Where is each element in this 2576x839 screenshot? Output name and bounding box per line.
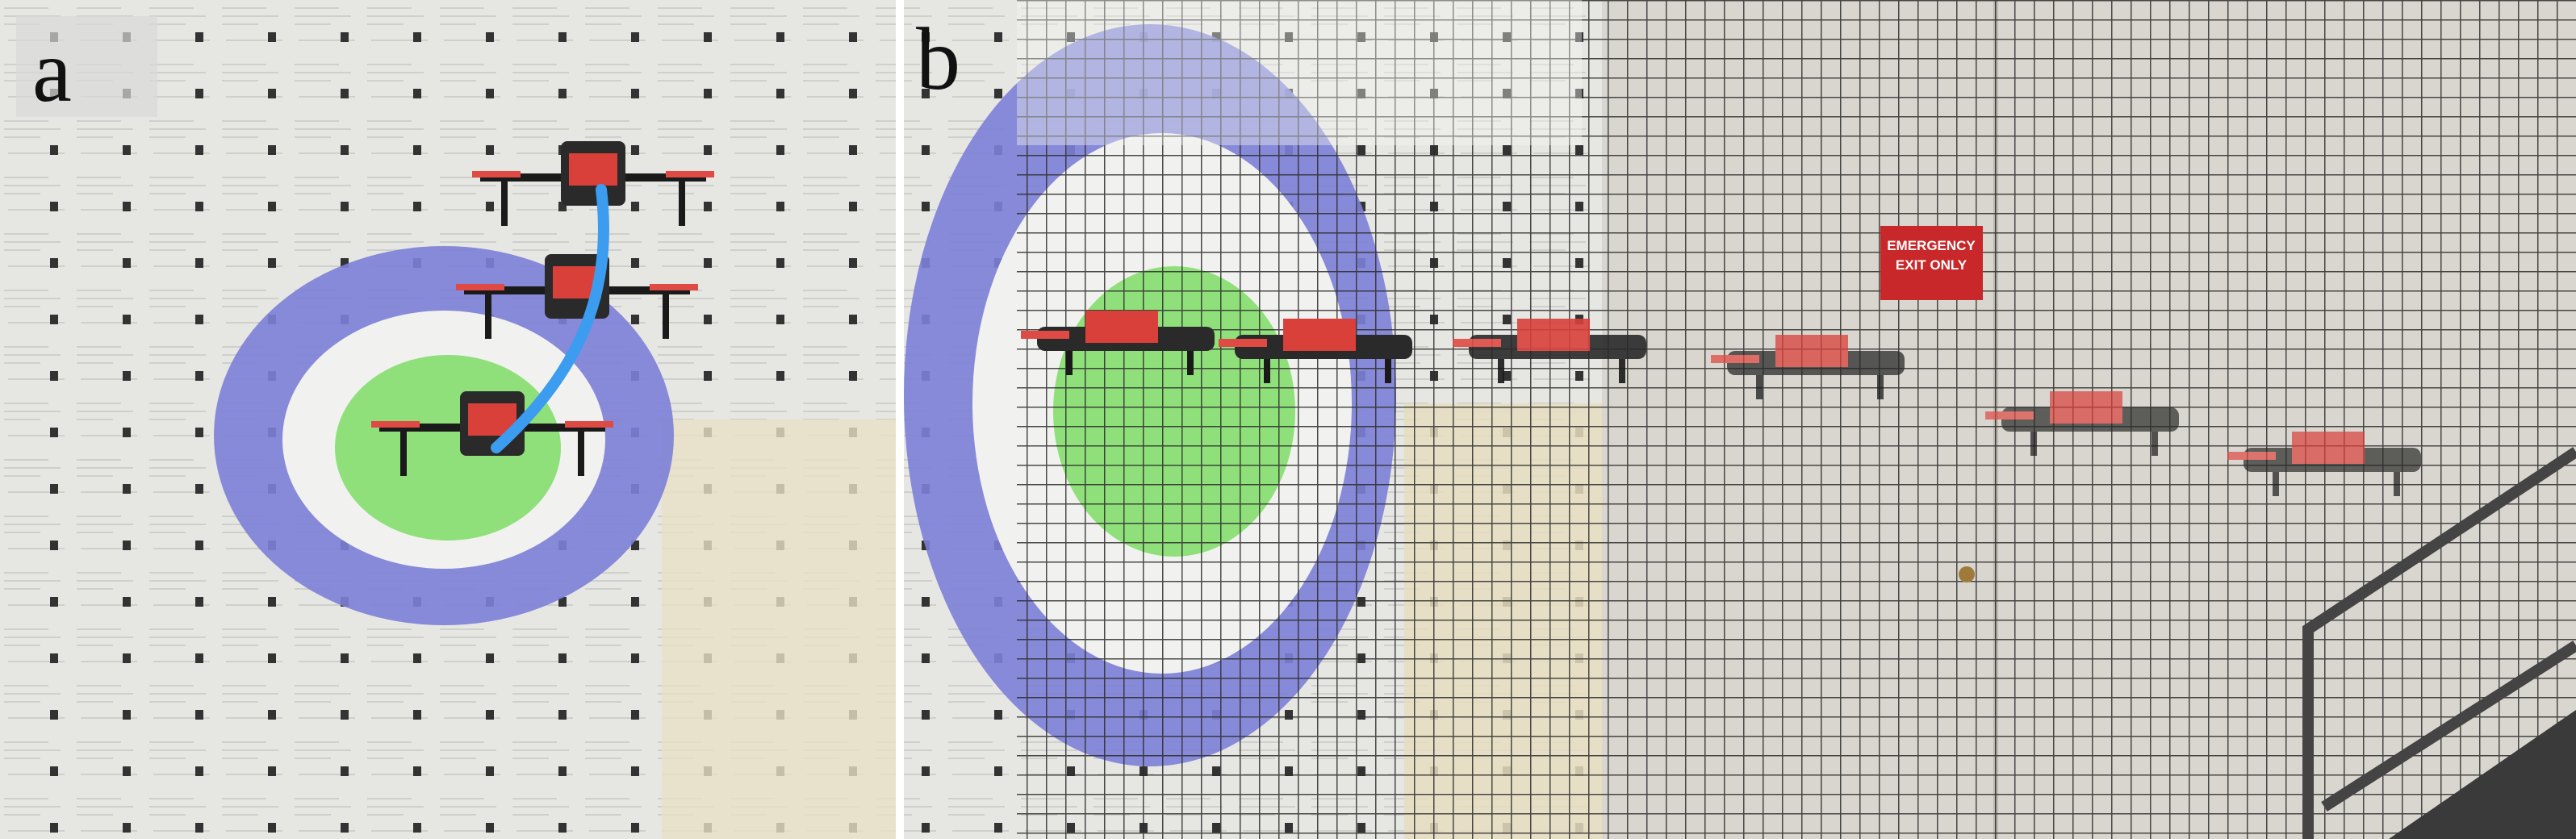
panel-b: EMERGENCY EXIT ONLY b [904,0,2576,839]
stairs [2389,710,2576,839]
panel-label: b [916,10,960,108]
trajectory [491,184,610,453]
target-region [335,355,561,541]
exit-sign: EMERGENCY EXIT ONLY [1880,226,1983,300]
sign-text: EMERGENCY [1887,238,1976,253]
railing [2302,447,2576,839]
divider [896,0,904,839]
door-knob [1959,566,1975,582]
sign-text: EXIT ONLY [1896,257,1968,273]
net [1017,0,2576,839]
label-box [16,16,157,117]
wall-highlight [1017,0,1582,145]
poster [662,420,896,839]
sign-plate [1880,226,1983,300]
panel-label: a [32,22,72,120]
panel-a: a [0,0,896,839]
